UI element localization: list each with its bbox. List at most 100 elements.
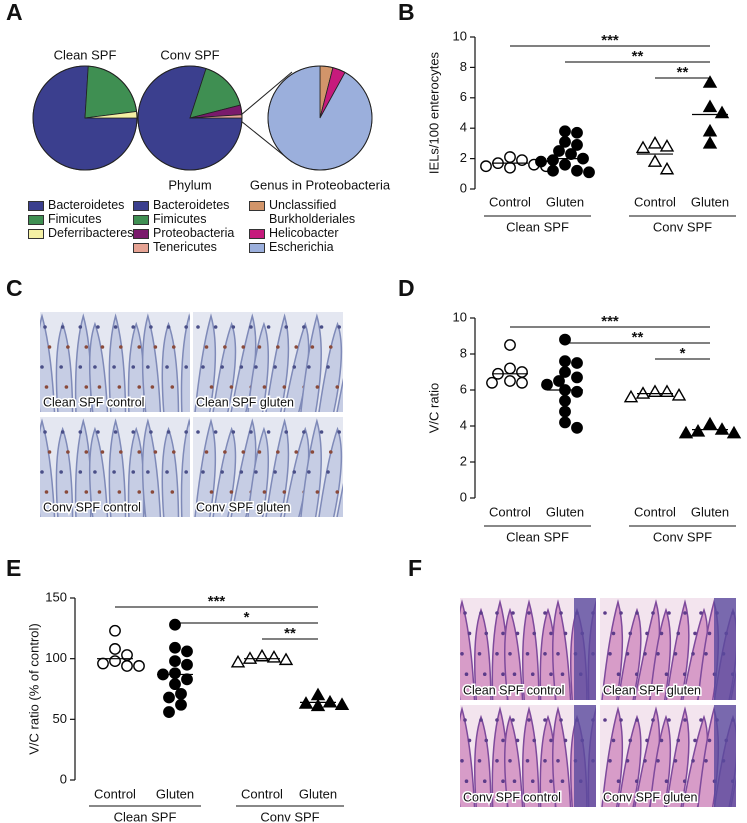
cell-dot: [337, 430, 341, 434]
cell-dot: [64, 385, 69, 389]
cell-dot: [673, 652, 678, 656]
cell-dot: [501, 672, 505, 676]
cell-dot: [549, 631, 553, 636]
micrograph: Clean SPF control: [40, 312, 190, 412]
legend-item: Fimicutes: [133, 212, 243, 226]
cell-dot: [262, 490, 267, 494]
cell-dot: [543, 718, 547, 722]
y-tick-label: 8: [460, 345, 467, 360]
legend-swatch: [133, 243, 149, 253]
cell-dot: [608, 759, 612, 763]
cell-dot: [603, 611, 607, 615]
cell-dot: [150, 490, 155, 494]
cell-dot: [619, 611, 623, 615]
cell-dot: [651, 611, 655, 615]
villus: [665, 599, 690, 700]
data-point: [181, 645, 193, 658]
y-tick-label: 4: [460, 120, 467, 135]
legend-item: Escherichia: [249, 240, 374, 254]
legend-label: Tenericutes: [153, 240, 217, 254]
cell-dot: [659, 631, 664, 636]
cell-dot: [512, 779, 517, 783]
data-point: [322, 694, 338, 708]
cell-dot: [512, 672, 517, 676]
zoom-line: [240, 71, 293, 116]
cell-dot: [137, 450, 142, 454]
cell-dot: [355, 490, 359, 494]
data-point: [504, 339, 516, 351]
legend-item: Deferribacteres: [28, 226, 138, 240]
legend-item: Bacteroidetes: [28, 198, 138, 212]
cell-dot: [628, 738, 633, 743]
cell-dot: [201, 470, 205, 474]
cell-dot: [673, 759, 678, 763]
cell-dot: [656, 759, 660, 763]
y-axis-label: IELs/100 enterocytes: [426, 51, 441, 174]
data-point: [635, 140, 651, 154]
cell-dot: [477, 759, 482, 763]
cell-dot: [479, 718, 483, 722]
cell-dot: [137, 490, 142, 494]
cell-dot: [347, 345, 351, 349]
cell-dot: [501, 779, 505, 783]
pie-outline: [137, 65, 243, 171]
cell-dot: [482, 672, 487, 676]
cell-dot: [643, 652, 647, 656]
data-point: [659, 139, 675, 152]
cell-dot: [563, 631, 568, 636]
legend-swatch: [28, 229, 44, 239]
cell-dot: [635, 611, 639, 615]
cell-dot: [691, 652, 695, 656]
cell-dot: [282, 385, 287, 389]
data-point: [571, 385, 583, 398]
cell-dot: [100, 450, 105, 454]
cell-dot: [707, 738, 712, 743]
cell-dot: [328, 345, 333, 349]
legend-item: Tenericutes: [133, 240, 243, 254]
legend-swatch: [28, 201, 44, 211]
cell-dot: [603, 718, 607, 722]
cell-dot: [146, 365, 150, 369]
cell-dot: [241, 345, 246, 349]
cell-dot: [170, 385, 175, 389]
group-label: Conv SPF: [653, 219, 712, 234]
cell-dot: [559, 611, 563, 615]
legend-item: Helicobacter: [249, 226, 374, 240]
data-point: [133, 660, 145, 672]
cell-dot: [335, 385, 340, 389]
y-tick-label: 150: [45, 589, 67, 604]
data-point: [242, 651, 258, 664]
cell-dot: [645, 738, 649, 743]
villus: [247, 426, 270, 517]
cell-dot: [201, 365, 205, 369]
cell-dot: [326, 365, 330, 369]
cell-dot: [484, 738, 489, 743]
cell-dot: [131, 430, 136, 434]
group-label: Clean SPF: [114, 809, 177, 823]
data-point: [334, 697, 350, 710]
cell-dot: [276, 345, 280, 349]
x-tick-label: Gluten: [691, 504, 729, 519]
data-point: [702, 99, 718, 113]
pie-slice: [84, 65, 138, 119]
group-label: Conv SPF: [653, 529, 712, 544]
data-point: [310, 698, 326, 712]
cell-dot: [153, 450, 158, 454]
cell-dot: [611, 738, 616, 743]
cell-dot: [634, 672, 639, 676]
legend-label: Helicobacter: [269, 226, 339, 240]
legend: Bacteroidetes Fimicutes Proteobacteria Tene…: [133, 198, 243, 254]
data-point: [504, 375, 516, 387]
x-tick-label: Control: [489, 504, 531, 519]
cell-dot: [463, 611, 467, 615]
cell-dot: [59, 365, 63, 369]
cell-dot: [112, 365, 116, 369]
cell-dot: [310, 450, 315, 454]
cell-dot: [96, 325, 100, 329]
villus: [55, 426, 74, 517]
cell-dot: [112, 470, 116, 474]
cell-dot: [310, 345, 315, 349]
cell-dot: [292, 470, 297, 474]
cell-dot: [171, 450, 176, 454]
